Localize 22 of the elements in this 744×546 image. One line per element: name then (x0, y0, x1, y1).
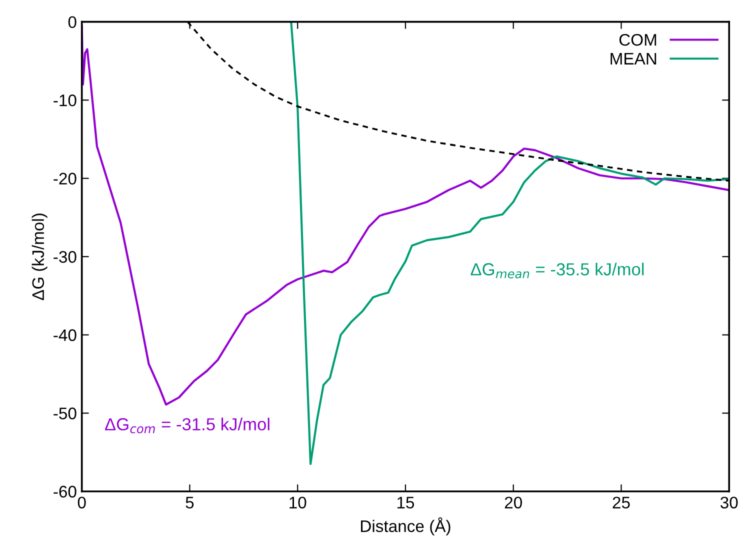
y-tick-label: -10 (54, 94, 76, 106)
y-tick-label: -30 (54, 251, 76, 263)
legend-label: COM (619, 34, 656, 46)
y-axis-title: ΔG (kJ/mol) (32, 214, 48, 300)
line-series (82, 24, 730, 406)
y-tick-label: -50 (54, 408, 76, 420)
x-tick-label: 15 (397, 496, 414, 509)
x-tick-label: 0 (78, 496, 86, 509)
y-tick-label: -60 (54, 486, 76, 498)
y-tick-label: 0 (68, 16, 76, 28)
line-series (290, 22, 730, 466)
x-tick-label: 10 (290, 496, 306, 509)
annotation: ΔG$_{com}$ = -31.5 kJ/mol (105, 418, 270, 434)
annotation: ΔG$_{mean}$ = -35.5 kJ/mol (470, 262, 644, 278)
x-tick-label: 25 (612, 496, 630, 509)
y-tick-label: -40 (54, 329, 76, 342)
x-axis-title: Distance (Å) (361, 517, 450, 536)
x-tick-label: 5 (186, 496, 194, 509)
legend-label: MEAN (610, 52, 656, 64)
y-tick-label: -20 (54, 172, 76, 185)
x-tick-label: 20 (504, 496, 522, 509)
x-tick-label: 30 (720, 496, 738, 509)
